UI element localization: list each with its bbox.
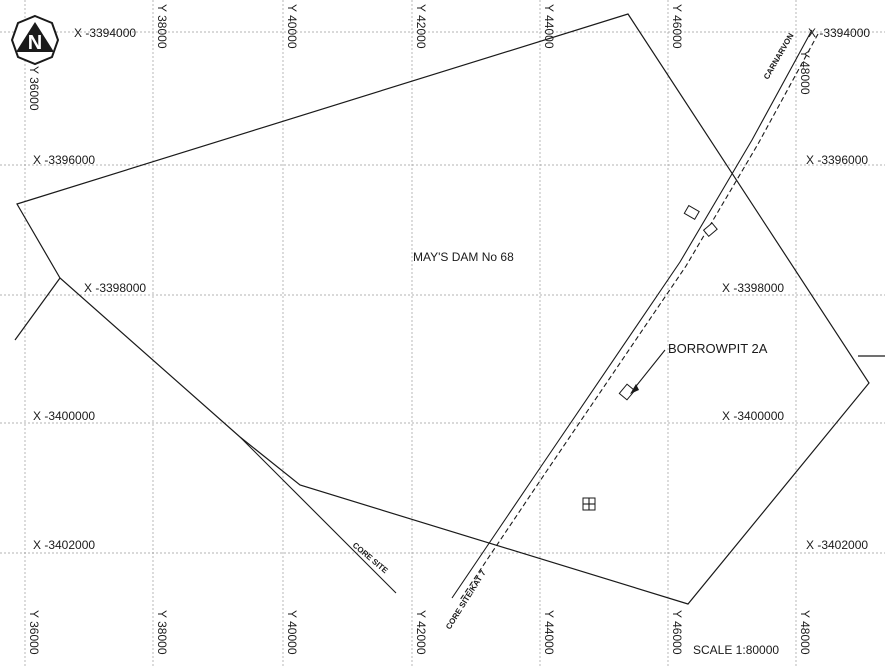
x-label-3398000-right: X -3398000 [722,281,784,295]
y-label-36000-bottom: Y 36000 [27,610,41,655]
x-label-3394000-right: X -3394000 [808,26,870,40]
farm-boundary [16,13,870,605]
borrowpit-leader [632,349,666,391]
y-label-36000-top: Y 36000 [27,66,41,111]
x-label-3394000-left: X -3394000 [74,26,136,40]
y-label-38000-top: Y 38000 [155,4,169,49]
x-label-3398000-left: X -3398000 [84,281,146,295]
southwest-road [239,436,397,594]
y-label-44000-top: Y 44000 [542,4,556,49]
borrowpit-label: BORROWPIT 2A [668,341,768,356]
boundary-extension-west [14,277,61,341]
borrowpit-arrow-head [630,384,639,394]
x-coordinate-labels: X -3394000 X -3394000 X -3396000 X -3396… [33,26,870,552]
building-1 [683,204,700,221]
y-label-38000-bottom: Y 38000 [155,610,169,655]
buildings [582,204,718,511]
carnarvon-road-edge [459,33,819,601]
x-label-3400000-right: X -3400000 [722,409,784,423]
y-label-48000-bottom: Y 48000 [798,610,812,655]
farm-name-label: MAY'S DAM No 68 [413,250,514,264]
x-label-3396000-left: X -3396000 [33,153,95,167]
y-label-42000-bottom: Y 42000 [414,610,428,655]
north-arrow-label: N [28,32,42,54]
north-arrow-triangle [16,22,54,52]
scale-label: SCALE 1:80000 [693,643,779,657]
x-label-3396000-right: X -3396000 [806,153,868,167]
carnarvon-road [451,29,813,599]
x-label-3402000-left: X -3402000 [33,538,95,552]
x-label-3400000-left: X -3400000 [33,409,95,423]
x-label-3402000-right: X -3402000 [806,538,868,552]
road-label-carnarvon: CARNARVON [762,31,796,81]
y-label-40000-top: Y 40000 [285,4,299,49]
building-2 [702,222,718,237]
y-label-42000-top: Y 42000 [414,4,428,49]
north-arrow: N [10,14,60,66]
road-label-core-site: CORE SITE [351,541,390,576]
y-label-46000-bottom: Y 46000 [670,610,684,655]
y-label-48000-top: Y 48000 [798,50,812,95]
y-coordinate-labels: Y 36000 Y 36000 Y 38000 Y 38000 Y 40000 … [27,4,812,655]
building-borrowpit [618,383,636,401]
y-label-44000-bottom: Y 44000 [542,610,556,655]
y-label-40000-bottom: Y 40000 [285,610,299,655]
y-label-46000-top: Y 46000 [670,4,684,49]
